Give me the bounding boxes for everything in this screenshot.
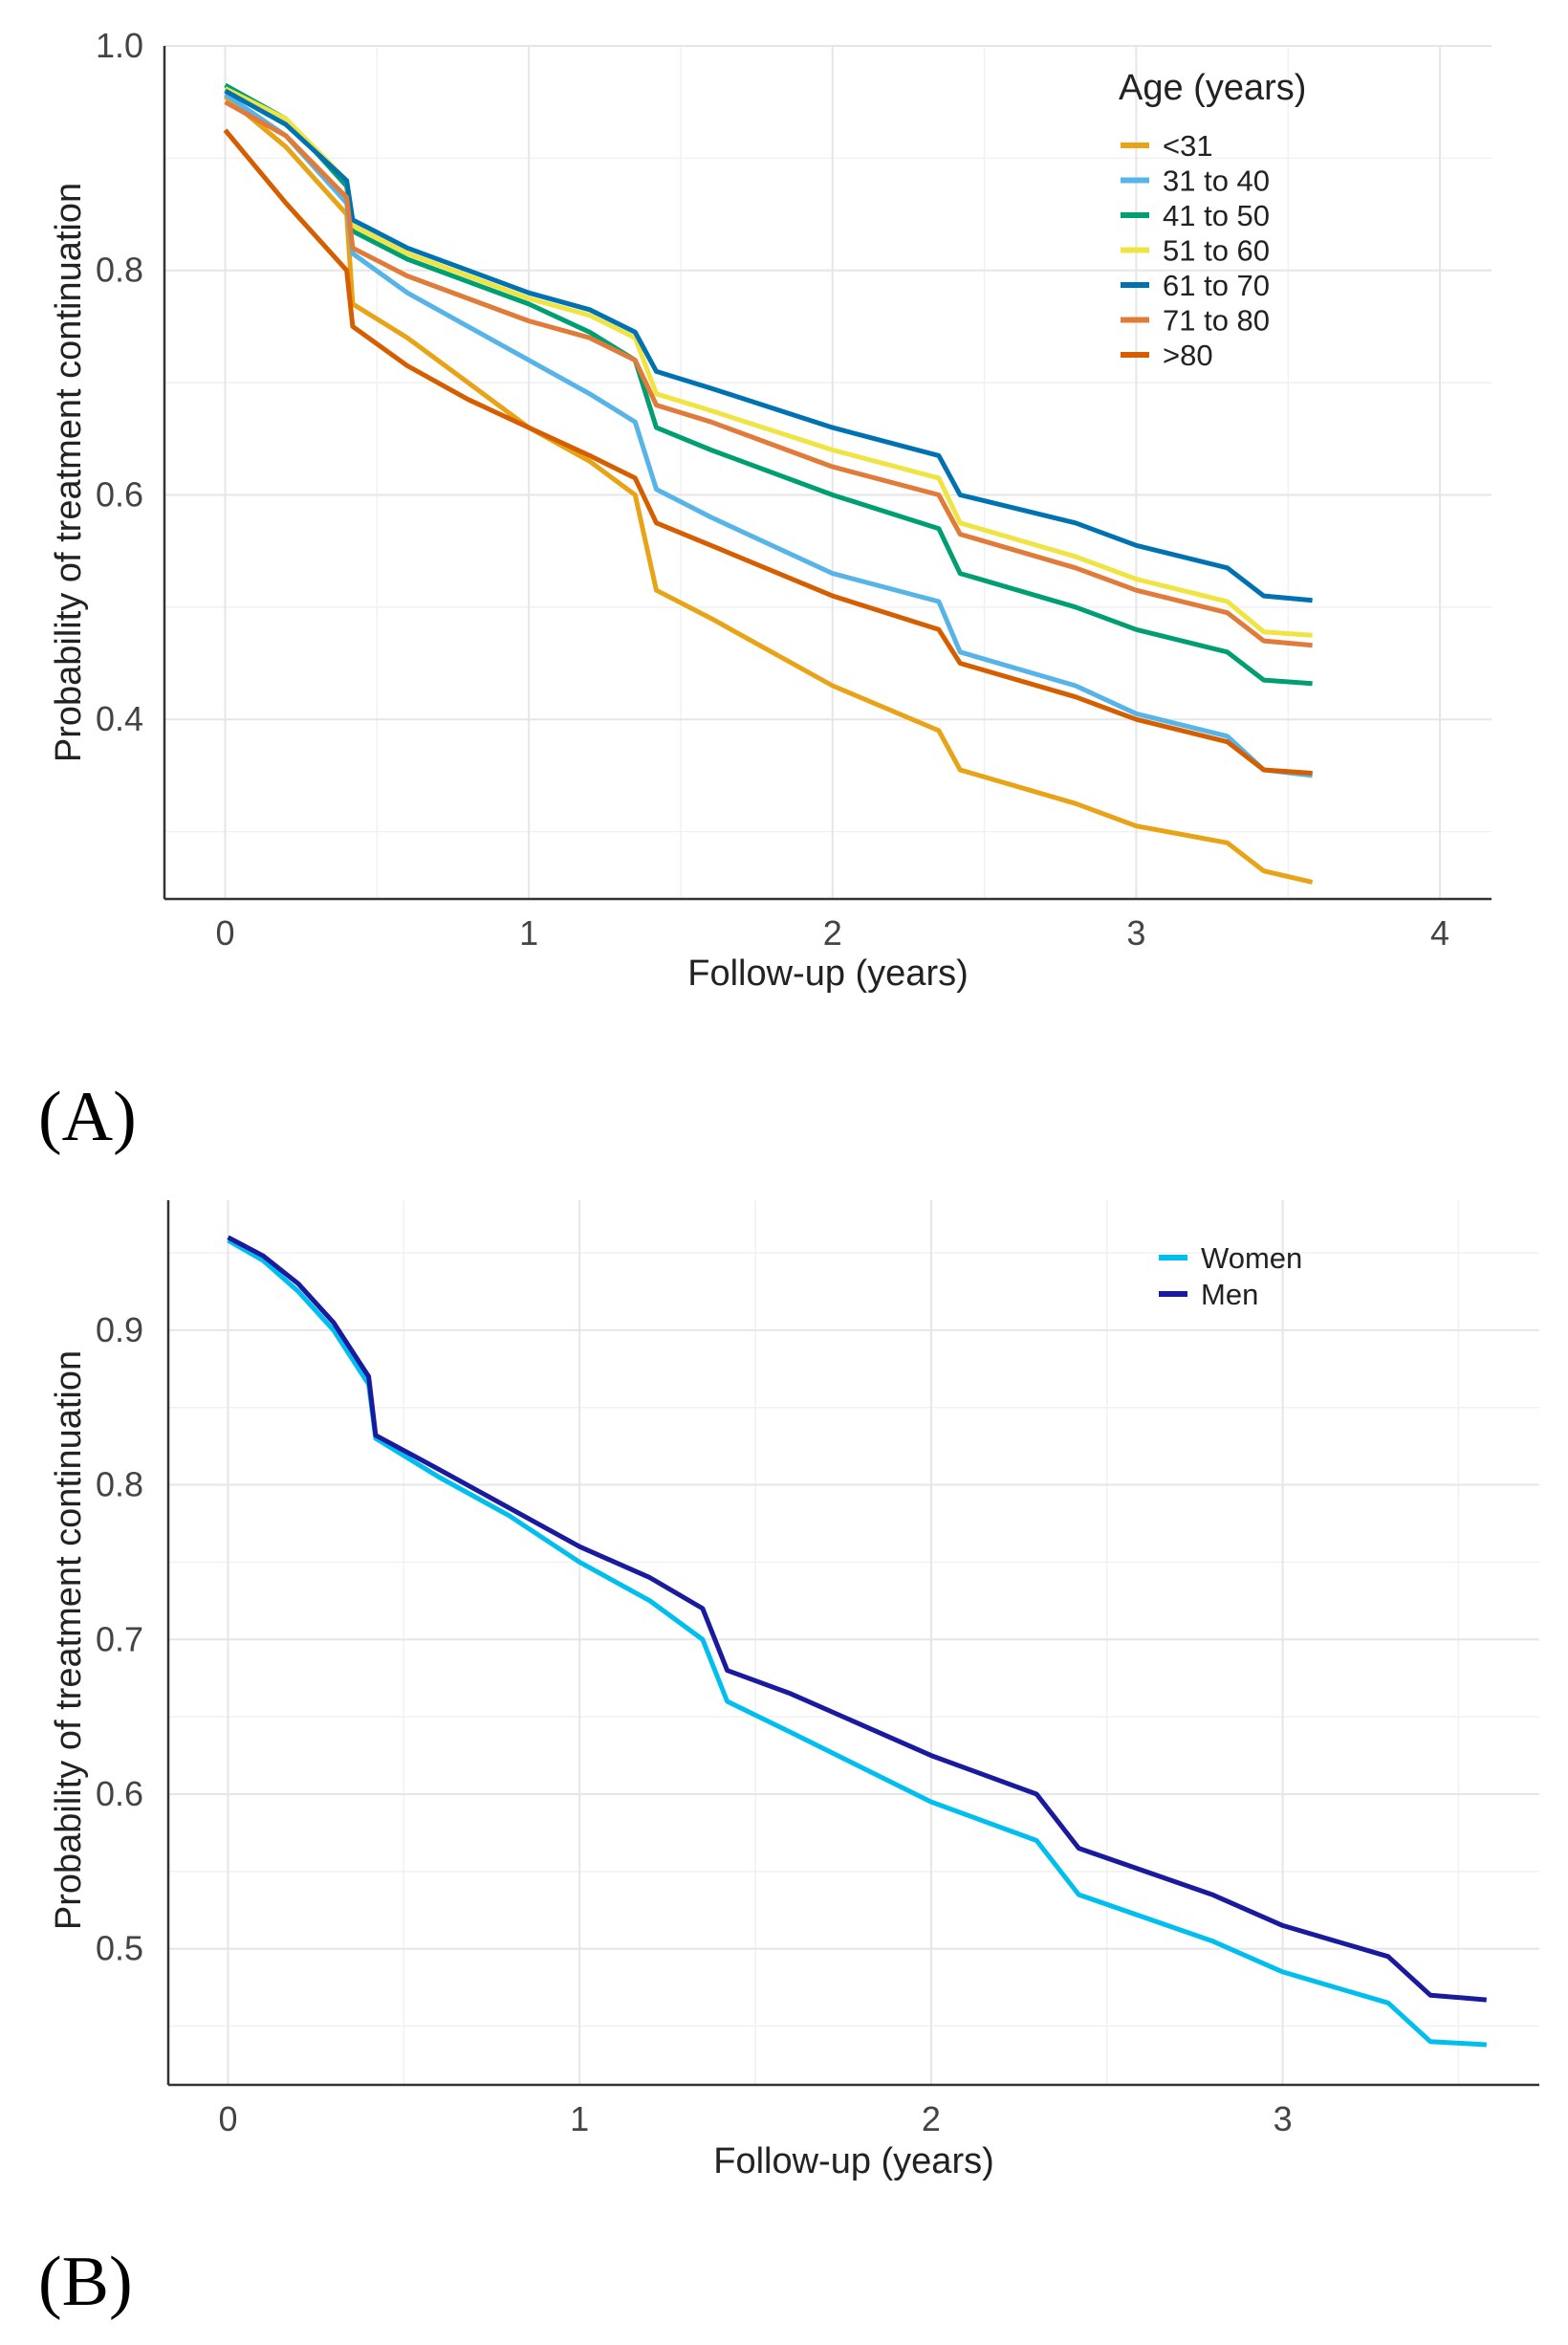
panel-a-x-tick-label: 3	[1126, 913, 1145, 953]
panel-a-legend-label-31-to-40: 31 to 40	[1163, 164, 1270, 198]
panel-a-x-tick-label: 4	[1430, 913, 1449, 953]
panel-b-ticks: 0 1 2 3 0.5 0.6 0.7 0.8 0.9	[96, 1310, 1293, 2138]
panel-b-series-line-men	[227, 1235, 1488, 2003]
panel-b-axes	[166, 1200, 1539, 2087]
panel-a-legend-label-31: <31	[1163, 129, 1213, 163]
panel-a-x-tick-label: 1	[519, 913, 538, 953]
panel-a-axes	[163, 46, 1492, 901]
panel-a-legend-label-80: >80	[1163, 339, 1213, 372]
panel-a-legend-label-61-to-70: 61 to 70	[1163, 269, 1270, 302]
panel-a-y-tick-label: 0.6	[96, 474, 143, 514]
panel-a-series-line-80	[223, 128, 1313, 776]
panel-a-series-line-71-to-80	[224, 99, 1313, 648]
panel-a-y-axis-title: Probability of treatment continuation	[49, 183, 89, 762]
panel-b-chart: 0 1 2 3 0.5 0.6 0.7 0.8 0.9 Follow-up (years) Pr…	[38, 1200, 1539, 2321]
panel-a-series-line-61-to-70	[224, 88, 1313, 603]
panel-a-chart: 0 1 2 3 4 0.4 0.6 0.8 1.0 Follow-up (years) Prob…	[38, 26, 1492, 1156]
panel-a-series	[223, 82, 1314, 885]
panel-b-y-tick-label: 0.5	[96, 1929, 143, 1968]
panel-a-legend-label-41-to-50: 41 to 50	[1163, 199, 1270, 232]
panel-a-x-axis-title: Follow-up (years)	[687, 953, 969, 994]
panel-b-legend-label-men: Men	[1201, 1278, 1258, 1311]
panel-b-series-line-women	[227, 1238, 1487, 2048]
panel-a-grid	[164, 45, 1492, 899]
panel-b-legend-label-women: Women	[1201, 1241, 1302, 1275]
panel-a-y-tick-label: 0.8	[96, 251, 143, 290]
panel-a-legend-title: Age (years)	[1119, 68, 1306, 108]
panel-b-label: (B)	[38, 2243, 133, 2321]
panel-a-y-tick-label: 0.4	[96, 699, 143, 738]
panel-b-y-tick-label: 0.6	[96, 1774, 143, 1813]
panel-a-x-tick-label: 2	[823, 913, 842, 953]
panel-a-ticks: 0 1 2 3 4 0.4 0.6 0.8 1.0	[96, 26, 1449, 953]
panel-a-series-line-51-to-60	[224, 86, 1313, 638]
panel-a-legend-label-71-to-80: 71 to 80	[1163, 304, 1270, 338]
panel-b-x-axis-title: Follow-up (years)	[713, 2141, 994, 2181]
panel-a-series-line-31-to-40	[224, 92, 1313, 778]
panel-b-x-tick-label: 3	[1274, 2099, 1293, 2138]
panel-a-legend-label-51-to-60: 51 to 60	[1163, 234, 1270, 268]
panel-b-y-tick-label: 0.9	[96, 1310, 143, 1349]
panel-b-y-tick-label: 0.7	[96, 1619, 143, 1658]
panel-b-x-tick-label: 0	[218, 2099, 237, 2138]
panel-b-y-tick-label: 0.8	[96, 1465, 143, 1504]
panel-a-series-line-31	[223, 94, 1314, 885]
panel-a-label: (A)	[38, 1078, 137, 1156]
panel-b-series	[227, 1235, 1488, 2048]
panel-b-grid	[168, 1200, 1539, 2085]
panel-b-x-tick-label: 1	[570, 2099, 589, 2138]
panel-b-x-tick-label: 2	[922, 2099, 941, 2138]
panel-a-y-tick-label: 1.0	[96, 26, 143, 65]
panel-b-y-axis-title: Probability of treatment continuation	[49, 1350, 89, 1930]
panel-a-x-tick-label: 0	[216, 913, 235, 953]
